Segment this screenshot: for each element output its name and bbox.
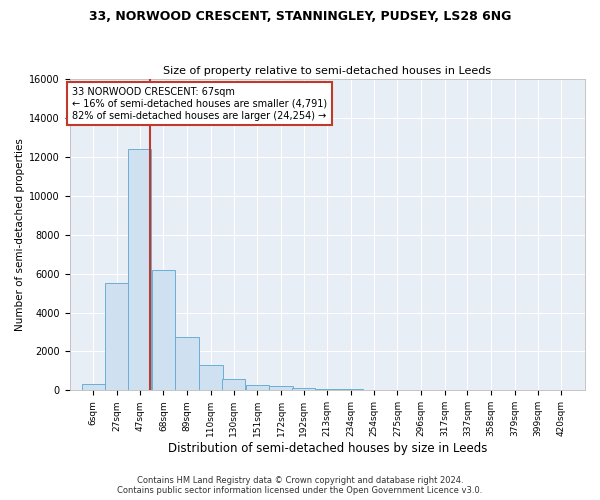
Bar (222, 380, 245, 390)
Text: 33, NORWOOD CRESCENT, STANNINGLEY, PUDSEY, LS28 6NG: 33, NORWOOD CRESCENT, STANNINGLEY, PUDSE… (89, 10, 511, 23)
Text: Contains HM Land Registry data © Crown copyright and database right 2024.
Contai: Contains HM Land Registry data © Crown c… (118, 476, 482, 495)
Bar (292, 388, 316, 390)
Bar (152, 270, 175, 390)
Title: Size of property relative to semi-detached houses in Leeds: Size of property relative to semi-detach… (163, 66, 491, 76)
Bar (269, 386, 293, 390)
Bar (199, 365, 223, 390)
X-axis label: Distribution of semi-detached houses by size in Leeds: Distribution of semi-detached houses by … (167, 442, 487, 455)
Bar (245, 385, 269, 390)
Bar (316, 389, 339, 390)
Bar (82, 384, 105, 390)
Bar (106, 284, 129, 391)
Text: 33 NORWOOD CRESCENT: 67sqm
← 16% of semi-detached houses are smaller (4,791)
82%: 33 NORWOOD CRESCENT: 67sqm ← 16% of semi… (72, 88, 327, 120)
Bar (128, 149, 151, 390)
Bar (340, 389, 363, 390)
Bar (175, 337, 199, 390)
Y-axis label: Number of semi-detached properties: Number of semi-detached properties (15, 138, 25, 331)
